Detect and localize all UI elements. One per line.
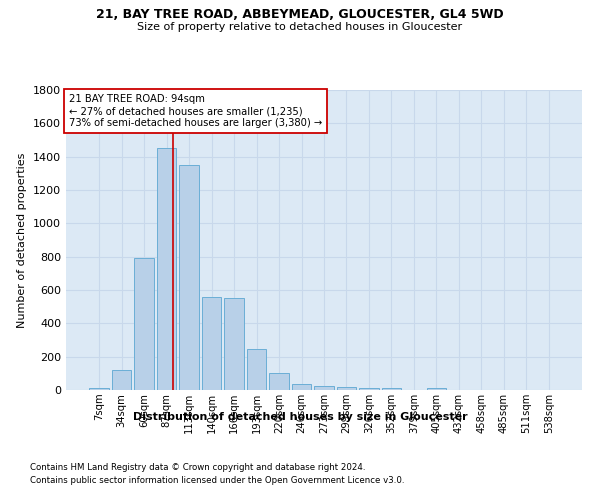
Bar xyxy=(134,258,154,390)
Text: 21, BAY TREE ROAD, ABBEYMEAD, GLOUCESTER, GL4 5WD: 21, BAY TREE ROAD, ABBEYMEAD, GLOUCESTER… xyxy=(96,8,504,20)
Bar xyxy=(224,298,244,390)
Bar xyxy=(359,388,379,390)
Bar xyxy=(314,386,334,390)
Bar xyxy=(89,388,109,390)
Bar xyxy=(247,349,266,390)
Bar xyxy=(337,386,356,390)
Text: Contains HM Land Registry data © Crown copyright and database right 2024.: Contains HM Land Registry data © Crown c… xyxy=(30,462,365,471)
Bar xyxy=(157,148,176,390)
Text: 21 BAY TREE ROAD: 94sqm
← 27% of detached houses are smaller (1,235)
73% of semi: 21 BAY TREE ROAD: 94sqm ← 27% of detache… xyxy=(68,94,322,128)
Bar xyxy=(202,296,221,390)
Bar xyxy=(112,370,131,390)
Y-axis label: Number of detached properties: Number of detached properties xyxy=(17,152,28,328)
Bar xyxy=(292,384,311,390)
Text: Contains public sector information licensed under the Open Government Licence v3: Contains public sector information licen… xyxy=(30,476,404,485)
Text: Size of property relative to detached houses in Gloucester: Size of property relative to detached ho… xyxy=(137,22,463,32)
Bar xyxy=(179,165,199,390)
Text: Distribution of detached houses by size in Gloucester: Distribution of detached houses by size … xyxy=(133,412,467,422)
Bar xyxy=(269,372,289,390)
Bar xyxy=(382,388,401,390)
Bar xyxy=(427,388,446,390)
